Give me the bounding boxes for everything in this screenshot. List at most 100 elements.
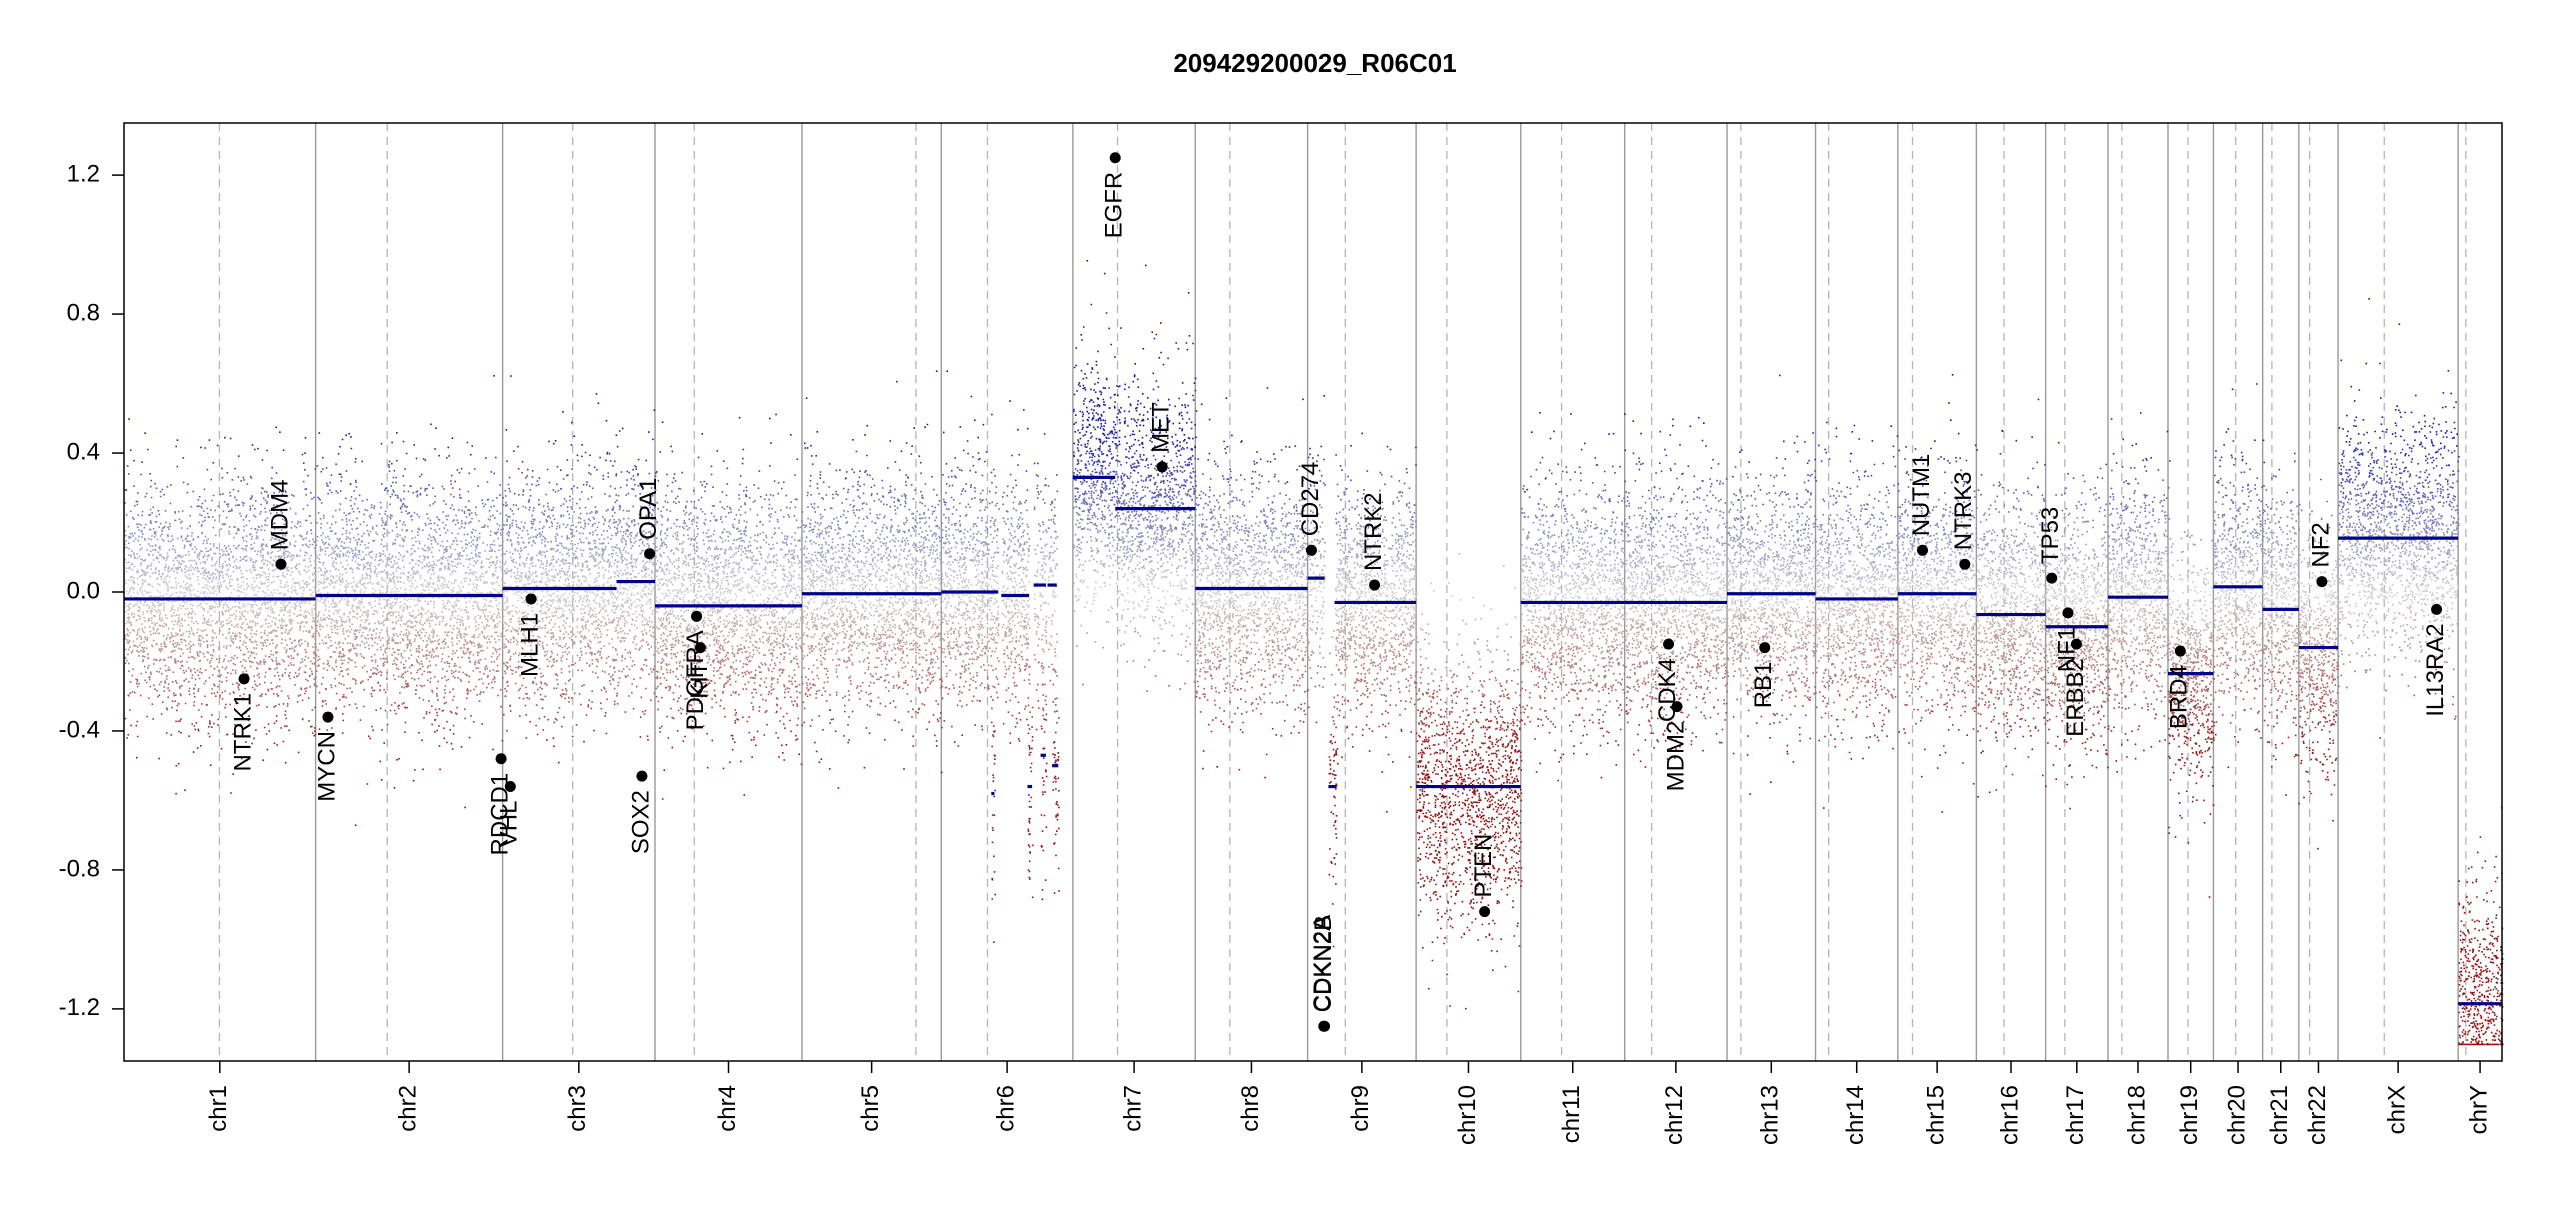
gene-point xyxy=(2174,645,2186,657)
probe-point-group xyxy=(639,735,2303,738)
probe-point-group xyxy=(753,736,2210,739)
probe-point-group xyxy=(303,462,2419,465)
probe-point-group xyxy=(127,578,2444,582)
probe-point-group xyxy=(143,560,2458,563)
probe-point-group xyxy=(150,633,2445,636)
probe-point-group xyxy=(553,442,2442,445)
gene-label: IL13RA2 xyxy=(2422,623,2449,716)
probe-point-group xyxy=(176,709,2278,712)
probe-point-group xyxy=(734,741,2271,744)
probe-point-group xyxy=(174,519,2434,522)
probe-point-group xyxy=(217,723,2335,726)
y-axis: -1.2 -0.8 -0.4 0.0 0.4 0.8 1.2 xyxy=(59,160,124,1021)
gene-label: NTRK1 xyxy=(229,693,256,772)
probe-point-group xyxy=(136,734,2305,738)
probe-point-group xyxy=(207,732,2303,735)
gene-point xyxy=(1663,638,1675,650)
probe-point-group xyxy=(136,600,2420,603)
probe-point-group xyxy=(135,677,2336,681)
probe-point-group xyxy=(136,526,2434,529)
probe-point-group xyxy=(513,450,2456,453)
probe-point-group xyxy=(141,623,2458,625)
probe-point-group xyxy=(127,642,2443,645)
chart-title: 209429200029_R06C01 xyxy=(1173,48,1456,78)
probe-point-group xyxy=(393,469,2428,472)
gene-point xyxy=(1156,461,1168,473)
probe-point-group xyxy=(233,598,2429,601)
probe-point-group xyxy=(175,581,2450,584)
probe-point-group xyxy=(2063,739,2066,741)
probe-point-group xyxy=(140,672,2437,675)
probe-point-group xyxy=(155,487,2418,490)
probe-point-group xyxy=(128,669,2356,673)
probe-point-group xyxy=(164,682,2243,684)
probe-point-group xyxy=(404,706,2210,709)
probe-point-group xyxy=(126,736,2381,739)
probe-points xyxy=(124,260,2504,1046)
probe-point-group xyxy=(144,538,2433,542)
probe-point-group xyxy=(127,629,2449,632)
probe-point-group xyxy=(132,589,2420,592)
probe-point-group xyxy=(322,700,2332,703)
probe-point-group xyxy=(301,699,2332,702)
probe-point-group xyxy=(460,745,2180,748)
gene-label: CDKN2B xyxy=(1310,915,1337,1012)
probe-point-group xyxy=(126,641,2421,644)
x-tick-label: chrX xyxy=(2383,1085,2410,1134)
probe-point-group xyxy=(138,528,2458,532)
probe-point-group xyxy=(129,680,2301,683)
probe-point-group xyxy=(238,698,2323,700)
probe-point-group xyxy=(197,729,2312,732)
probe-point-group xyxy=(179,693,2327,695)
probe-point-group xyxy=(125,648,2423,651)
probe-point-group xyxy=(137,685,2340,688)
probe-point-group xyxy=(302,480,2459,483)
probe-point-group xyxy=(157,550,2446,554)
probe-point-group xyxy=(136,637,2439,640)
probe-point-group xyxy=(128,603,2438,606)
probe-point-group xyxy=(144,538,2454,541)
probe-point-group xyxy=(301,453,2442,456)
probe-point-group xyxy=(554,439,2406,442)
probe-point-group xyxy=(217,718,2335,721)
gene-point xyxy=(2062,607,2074,619)
probe-point-group xyxy=(307,474,2441,477)
probe-point-group xyxy=(248,714,2338,717)
probe-point-group xyxy=(227,503,2451,506)
x-tick-label: chr14 xyxy=(1842,1085,1869,1145)
probe-point-group xyxy=(128,472,2411,476)
probe-point-group xyxy=(132,562,2449,566)
probe-point-group xyxy=(245,740,2319,743)
probe-point-group xyxy=(147,448,2440,451)
probe-point-group xyxy=(244,687,348,690)
probe-point-group xyxy=(148,696,2324,699)
probe-point-group xyxy=(237,476,2429,479)
probe-point-group xyxy=(124,529,2436,532)
probe-point-group xyxy=(129,691,2339,695)
segments xyxy=(124,475,2502,1006)
probe-point-group xyxy=(129,448,2386,452)
probe-point-group xyxy=(304,452,2407,455)
probe-point-group xyxy=(237,682,2329,685)
probe-point-group xyxy=(176,704,2334,708)
probe-point-group xyxy=(150,671,2169,674)
x-tick-label: chr5 xyxy=(857,1085,884,1132)
probe-point-group xyxy=(170,734,2297,737)
probe-point-group xyxy=(133,581,2447,584)
probe-point-group xyxy=(320,470,2409,473)
probe-point-group xyxy=(124,633,2420,637)
probe-point-group xyxy=(133,484,2424,487)
probe-point-group xyxy=(125,570,2430,573)
probe-point-group xyxy=(345,470,2460,473)
probe-point-group xyxy=(136,503,2450,506)
probe-point-group xyxy=(127,634,2428,638)
probe-point-group xyxy=(175,445,2446,448)
probe-point-group xyxy=(446,741,2314,744)
gene-point xyxy=(322,711,334,723)
probe-point-group xyxy=(206,468,2352,471)
probe-point-group xyxy=(149,630,2379,633)
gene-markers: NTRK1MDM4MYCNRDCD1VHLMLH1SOX2OPA1PDGFRAK… xyxy=(229,152,2449,1032)
x-tick-label: chr6 xyxy=(992,1085,1019,1132)
gene-point xyxy=(2316,576,2328,588)
probe-point-group xyxy=(208,726,2317,729)
